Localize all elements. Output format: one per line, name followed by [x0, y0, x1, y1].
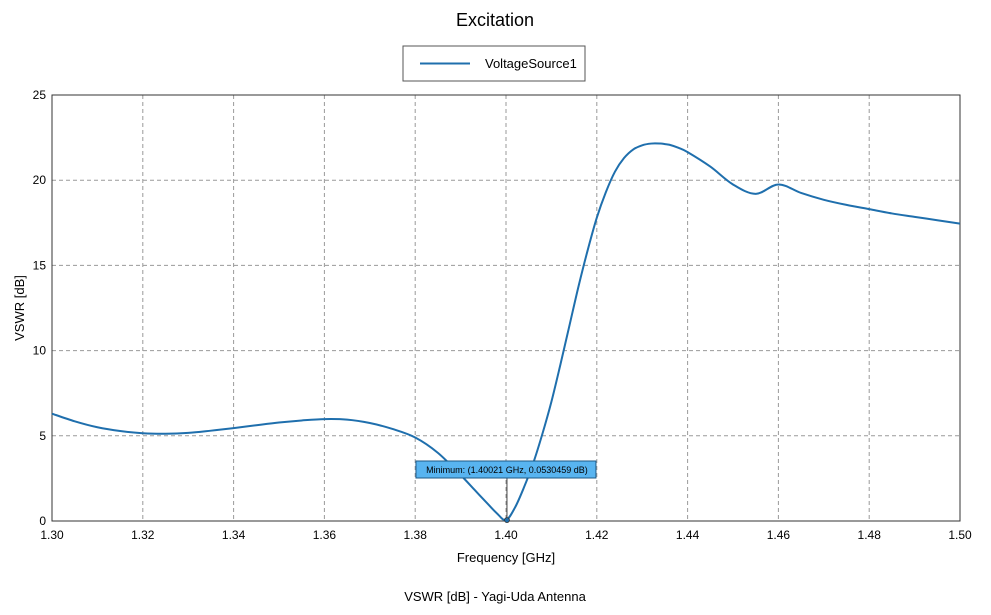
y-tick-label: 20: [33, 173, 47, 187]
y-tick-labels: 0 5 10 15 20 25: [33, 88, 47, 528]
x-axis-label: Frequency [GHz]: [457, 550, 555, 565]
y-tick-label: 15: [33, 258, 47, 272]
annotation-point: [504, 517, 510, 523]
x-tick-label: 1.44: [676, 528, 700, 542]
annotation-layer: Minimum: (1.40021 GHz, 0.0530459 dB): [415, 460, 597, 523]
series-line: [51, 142, 961, 522]
x-tick-label: 1.48: [858, 528, 882, 542]
y-tick-label: 5: [39, 429, 46, 443]
x-tick-label: 1.32: [131, 528, 155, 542]
x-tick-label: 1.50: [948, 528, 972, 542]
y-tick-label: 10: [33, 344, 47, 358]
annotation-text: Minimum: (1.40021 GHz, 0.0530459 dB): [426, 465, 588, 475]
grid: [52, 95, 960, 521]
x-tick-label: 1.34: [222, 528, 246, 542]
y-tick-label: 25: [33, 88, 47, 102]
chart-footer: VSWR [dB] - Yagi-Uda Antenna: [404, 589, 586, 604]
legend: VoltageSource1: [402, 45, 586, 82]
x-tick-label: 1.36: [313, 528, 337, 542]
legend-label: VoltageSource1: [485, 56, 577, 71]
x-tick-label: 1.46: [767, 528, 791, 542]
x-tick-label: 1.30: [40, 528, 64, 542]
chart-title: Excitation: [456, 10, 534, 30]
y-tick-label: 0: [39, 514, 46, 528]
y-axis-label: VSWR [dB]: [12, 275, 27, 341]
x-tick-labels: 1.30 1.32 1.34 1.36 1.38 1.40 1.42 1.44 1.46 1.48…: [40, 528, 972, 542]
x-tick-label: 1.40: [494, 528, 518, 542]
series-layer: [51, 142, 961, 522]
x-tick-label: 1.38: [404, 528, 428, 542]
x-tick-label: 1.42: [585, 528, 609, 542]
annotation-box: [415, 460, 597, 479]
